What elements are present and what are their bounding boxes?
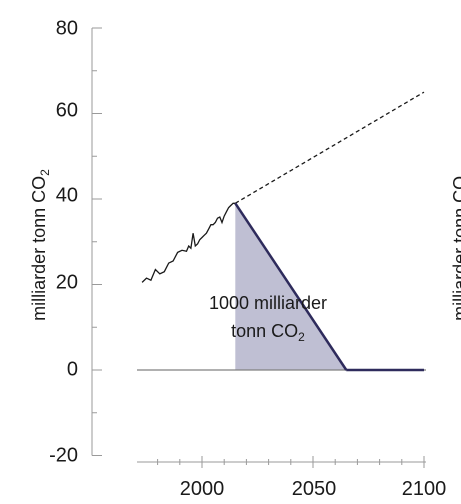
y-tick-label-40: 40 (56, 184, 78, 206)
neighbor-axis-label-text: milliarder tonn CO (450, 176, 461, 321)
y-axis-label: milliarder tonn CO2 (29, 169, 52, 321)
y-axis-minor-ticks (92, 70, 97, 414)
budget-annotation-subscript: 2 (298, 330, 305, 344)
neighbor-axis-label-subscript: 2 (459, 169, 461, 176)
historical-emissions-line (141, 202, 236, 283)
budget-annotation-line2: tonn CO2 (231, 321, 305, 344)
neighbor-axis-label: milliarder tonn CO2 (450, 169, 461, 321)
y-axis-label-subscript: 2 (38, 169, 52, 176)
x-tick-label-2050: 2050 (292, 478, 337, 500)
budget-slope-line (234, 202, 348, 371)
y-tick-label-0: 0 (67, 358, 78, 380)
y-axis-label-text: milliarder tonn CO (29, 176, 49, 321)
x-axis-ticks (157, 456, 425, 468)
x-tick-label-2100: 2100 (402, 478, 447, 500)
budget-annotation-line1: 1000 milliarder (209, 293, 327, 313)
y-tick-label-60: 60 (56, 99, 78, 121)
x-tick-label-2000: 2000 (180, 478, 225, 500)
budget-annotation-line2-text: tonn CO (231, 321, 298, 341)
y-axis-major-ticks (92, 27, 102, 456)
clipped-neighbor-panel-label: milliarder tonn CO2 (450, 169, 461, 321)
business-as-usual-projection-line (234, 91, 425, 204)
y-tick-label-80: 80 (56, 17, 78, 39)
y-tick-label-minus-20: -20 (49, 444, 78, 466)
y-tick-label-20: 20 (56, 271, 78, 293)
